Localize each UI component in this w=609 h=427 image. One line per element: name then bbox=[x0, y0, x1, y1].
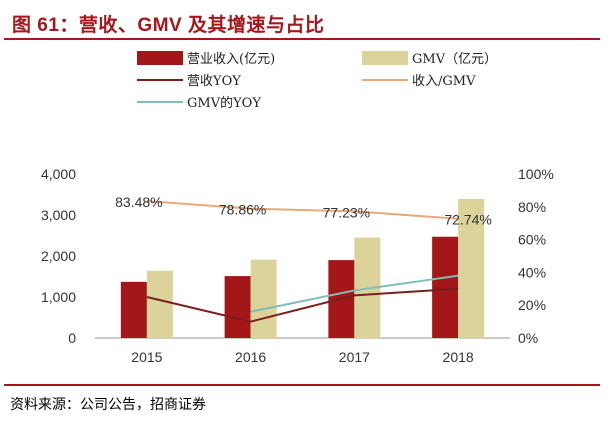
y-right-tick-label: 40% bbox=[518, 264, 546, 280]
y-left-tick-label: 0 bbox=[68, 330, 76, 346]
chart-axes: 2015 2016 2017 2018 0 1,000 2,000 3,000 4,000 0% 2… bbox=[41, 166, 554, 365]
revenue-yoy-line bbox=[146, 287, 459, 323]
legend-label: GMV（亿元） bbox=[412, 52, 497, 67]
y-left-tick-label: 3,000 bbox=[41, 207, 76, 223]
y-right-tick-label: 80% bbox=[518, 199, 546, 215]
y-right-tick-label: 100% bbox=[518, 166, 554, 182]
legend-label: 营业收入(亿元) bbox=[187, 52, 275, 67]
ratio-data-label: 78.86% bbox=[219, 202, 266, 218]
figure-title-bar: 图 61：营收、GMV 及其增速与占比 bbox=[4, 4, 600, 36]
legend-gmv-yoy: GMV的YOY bbox=[137, 95, 261, 111]
legend-swatch bbox=[362, 51, 408, 65]
y-left-tick-label: 4,000 bbox=[41, 166, 76, 182]
revenue-bar bbox=[120, 281, 147, 338]
chart-legend: 营业收入(亿元) GMV（亿元） 营收YOY 收入/GMV GMV的YOY bbox=[137, 51, 497, 111]
legend-label: 营收YOY bbox=[187, 74, 241, 89]
source-note: 资料来源：公司公告，招商证券 bbox=[10, 397, 206, 413]
legend-revenue-yoy: 营收YOY bbox=[137, 74, 241, 89]
legend-revenue-gmv-ratio: 收入/GMV bbox=[362, 74, 476, 89]
legend-gmv: GMV（亿元） bbox=[362, 51, 497, 67]
y-left-tick-label: 2,000 bbox=[41, 248, 76, 264]
gmv-yoy-line bbox=[250, 274, 459, 313]
chart-lines bbox=[146, 200, 459, 323]
x-tick-label: 2015 bbox=[131, 349, 162, 365]
gmv-bar bbox=[458, 199, 485, 338]
title-divider bbox=[4, 38, 600, 40]
legend-revenue: 营业收入(亿元) bbox=[137, 51, 275, 67]
x-tick-label: 2018 bbox=[443, 349, 474, 365]
x-tick-label: 2016 bbox=[235, 349, 266, 365]
y-right-tick-label: 0% bbox=[518, 330, 538, 346]
revenue-bar bbox=[224, 276, 251, 338]
ratio-data-label: 83.48% bbox=[115, 194, 162, 210]
gmv-bar bbox=[146, 270, 173, 338]
figure-title: 图 61：营收、GMV 及其增速与占比 bbox=[12, 15, 325, 36]
ratio-data-label: 72.74% bbox=[444, 212, 491, 228]
legend-label: GMV的YOY bbox=[187, 95, 261, 111]
y-left-tick-label: 1,000 bbox=[41, 289, 76, 305]
gmv-bar bbox=[250, 259, 277, 338]
y-right-tick-label: 60% bbox=[518, 232, 546, 248]
chart-bars bbox=[120, 199, 485, 338]
y-right-tick-label: 20% bbox=[518, 297, 546, 313]
ratio-data-label: 77.23% bbox=[323, 204, 370, 220]
legend-label: 收入/GMV bbox=[412, 74, 476, 89]
source-divider bbox=[4, 384, 600, 386]
legend-swatch bbox=[137, 51, 183, 65]
revenue-gmv-ratio-line bbox=[146, 200, 459, 220]
revenue-bar bbox=[432, 236, 459, 338]
chart-data-labels: 83.48% 78.86% 77.23% 72.74% bbox=[115, 194, 492, 228]
x-tick-label: 2017 bbox=[339, 349, 370, 365]
